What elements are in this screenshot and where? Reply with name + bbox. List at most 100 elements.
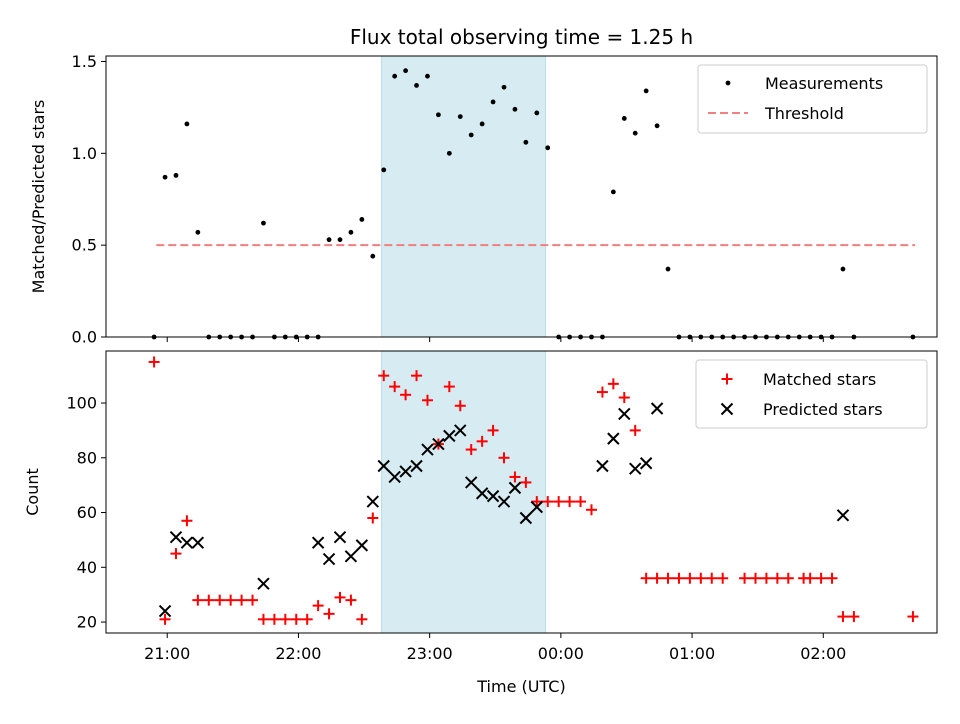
predicted-star-point <box>607 432 620 445</box>
measurement-point <box>337 237 343 243</box>
predicted-star-point <box>836 509 850 522</box>
matched-star-point <box>575 496 587 508</box>
x-tick-label: 00:00 <box>538 644 584 663</box>
matched-star-point <box>203 594 215 606</box>
measurement-point <box>414 82 419 88</box>
y-tick-label: 0.0 <box>72 328 97 347</box>
legend-label-matched: Matched stars <box>763 370 876 389</box>
legend-marker-matched <box>721 373 733 385</box>
matched-star-point <box>454 400 466 412</box>
measurement-point <box>501 84 507 90</box>
matched-star-point <box>815 572 827 584</box>
bottom-panel: 20 40 60 80 100 21:00 22:00 23:00 00:00 01:00 02:0… <box>23 350 938 663</box>
measurement-point <box>840 266 846 272</box>
matched-star-point <box>629 424 641 436</box>
matched-star-point <box>290 613 302 625</box>
measurement-point <box>359 217 365 222</box>
matched-star-point <box>334 591 346 603</box>
measurement-point <box>348 229 354 235</box>
measurement-point <box>643 88 649 94</box>
matched-star-point <box>465 444 477 456</box>
predicted-star-point <box>333 530 347 544</box>
predicted-star-point <box>257 577 270 590</box>
measurement-point <box>545 145 551 151</box>
matched-star-point <box>739 572 751 584</box>
measurement-point <box>392 73 398 79</box>
matched-star-point <box>782 572 794 584</box>
matched-star-point <box>531 496 543 508</box>
matched-star-point <box>837 611 849 623</box>
measurement-point <box>512 106 518 112</box>
legend-label-measurements: Measurements <box>765 74 883 93</box>
measurement-point <box>173 172 179 178</box>
measurement-point <box>370 253 376 259</box>
measurement-point <box>457 114 463 120</box>
predicted-star-point <box>530 500 544 514</box>
measurement-point <box>632 130 638 136</box>
matched-star-point <box>301 613 313 625</box>
predicted-star-point <box>464 476 478 489</box>
y-tick-label: 1.0 <box>72 144 97 163</box>
measurement-point <box>665 266 671 272</box>
matched-star-point <box>749 572 761 584</box>
predicted-star-point <box>158 604 172 618</box>
predicted-star-point <box>618 407 631 421</box>
y-tick-label: 60 <box>77 503 97 522</box>
top-axes-frame <box>105 55 938 338</box>
matched-star-point <box>236 594 248 606</box>
matched-star-point <box>367 512 379 524</box>
predicted-star-point <box>486 489 500 503</box>
x-tick-label: 01:00 <box>669 644 715 663</box>
x-tick-label: 02:00 <box>800 644 846 663</box>
measurement-point <box>610 189 616 195</box>
matched-star-point <box>695 572 707 584</box>
matched-star-point <box>640 572 652 584</box>
measurement-point <box>261 220 266 226</box>
predicted-star-point <box>169 530 183 544</box>
measurement-point <box>326 237 332 243</box>
measurement-point <box>621 116 627 121</box>
predicted-star-point <box>311 536 325 549</box>
matched-star-point <box>553 496 565 508</box>
matched-star-point <box>148 356 160 368</box>
matched-star-point <box>826 572 838 584</box>
measurement-point <box>446 150 452 156</box>
top-panel: 0.0 0.5 1.0 1.5 Matched/Predicted stars Measu… <box>29 52 938 347</box>
measurement-point <box>490 99 496 105</box>
predicted-star-point <box>180 536 194 549</box>
predicted-star-point <box>508 481 522 495</box>
y-tick-label: 40 <box>77 558 97 577</box>
matched-star-point <box>848 611 860 623</box>
legend-label-threshold: Threshold <box>764 104 844 123</box>
predicted-star-point <box>399 465 412 478</box>
measurement-point <box>523 139 529 145</box>
matched-star-point <box>760 572 772 584</box>
predicted-star-point <box>519 511 533 525</box>
matched-star-point <box>585 504 597 516</box>
measurement-point <box>654 123 660 129</box>
matched-star-point <box>717 572 729 584</box>
x-tick-label: 22:00 <box>275 644 321 663</box>
measurement-point <box>436 112 441 118</box>
matched-star-point <box>498 452 510 464</box>
measurement-point <box>534 110 540 116</box>
matched-star-point <box>476 435 488 447</box>
matched-star-point <box>257 613 269 625</box>
matched-star-point <box>411 370 423 382</box>
matched-star-point <box>684 572 696 584</box>
y-tick-label: 20 <box>77 613 97 632</box>
y-axis-label: Matched/Predicted stars <box>29 100 48 294</box>
legend-box <box>695 359 928 429</box>
y-tick-label: 1.5 <box>72 52 97 71</box>
legend-label-predicted: Predicted stars <box>763 400 883 419</box>
legend-marker-measurements <box>725 80 731 86</box>
matched-star-point <box>181 515 193 527</box>
matched-star-point <box>356 613 368 625</box>
predicted-star-point <box>497 495 511 508</box>
predicted-star-point <box>410 459 423 473</box>
measurement-point <box>381 167 387 173</box>
matched-star-point <box>564 496 576 508</box>
matched-star-point <box>345 594 357 606</box>
predicted-star-point <box>366 495 380 508</box>
